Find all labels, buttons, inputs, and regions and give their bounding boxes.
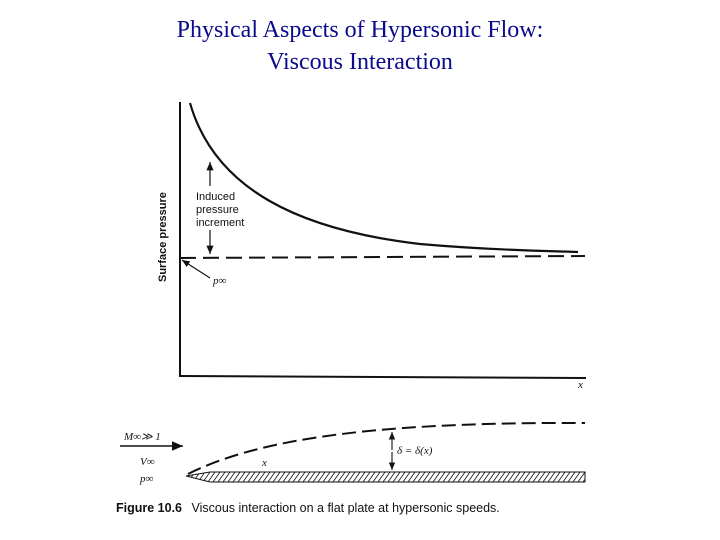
p-inf-label: p∞ <box>212 275 227 287</box>
surface-pressure-curve <box>188 102 579 254</box>
mach-label: M∞≫ 1 <box>123 431 161 443</box>
induced-annotation-line-1: Induced <box>196 191 235 203</box>
induced-annotation-line-2: pressure <box>196 204 239 216</box>
delta-label: δ = δ(x) <box>397 445 433 457</box>
boundary-layer-edge <box>187 421 586 475</box>
plate-x-label: x <box>261 457 267 469</box>
flat-plate <box>185 471 586 483</box>
figure-caption: Figure 10.6 Viscous interaction on a fla… <box>116 501 500 515</box>
x-axis-label: x <box>577 379 583 391</box>
p-inf-pointer <box>181 259 211 279</box>
y-axis-label: Surface pressure <box>157 192 169 282</box>
title-line-1: Physical Aspects of Hypersonic Flow: <box>176 17 544 43</box>
free-stream-pressure-label: p∞ <box>139 473 154 485</box>
velocity-label: V∞ <box>140 456 155 468</box>
slide-title: Physical Aspects of Hypersonic Flow: Vis… <box>0 14 720 78</box>
title-line-2: Viscous Interaction <box>267 49 453 75</box>
x-axis <box>179 375 587 379</box>
induced-annotation-line-3: increment <box>196 217 244 229</box>
figure-caption-text: Viscous interaction on a flat plate at h… <box>191 501 499 515</box>
p-inf-dashed-line <box>179 255 586 259</box>
figure-number: Figure 10.6 <box>116 501 182 515</box>
